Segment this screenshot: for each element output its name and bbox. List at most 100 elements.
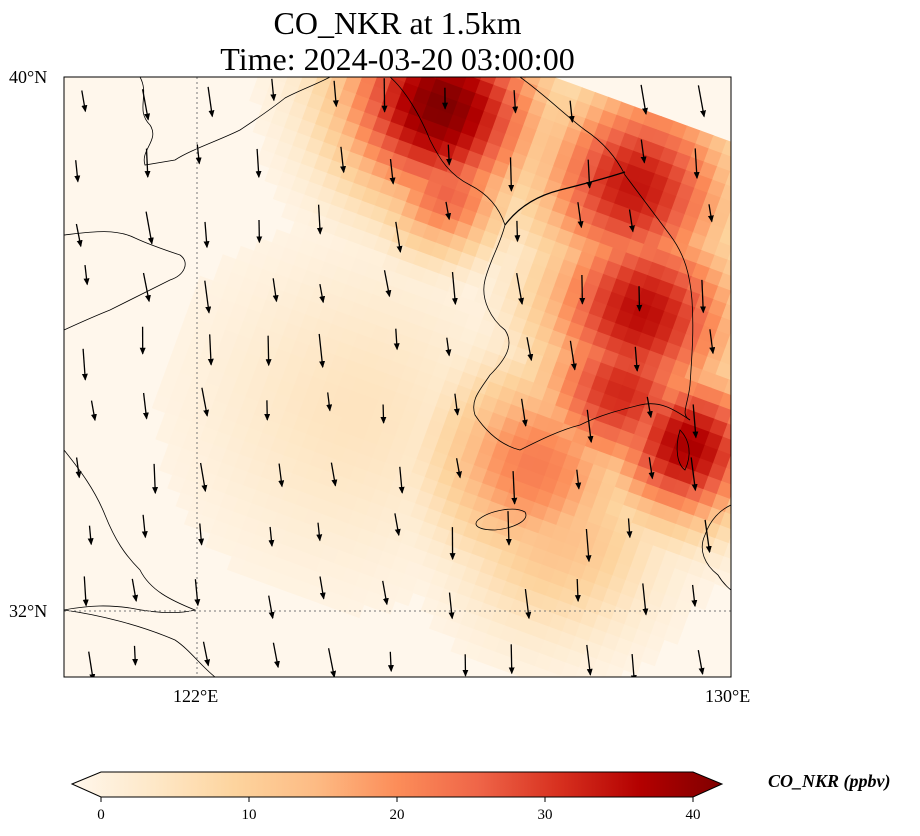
- field-cell: [666, 373, 686, 393]
- field-cell: [451, 429, 472, 449]
- field-cell: [345, 271, 365, 291]
- field-cell: [411, 458, 431, 479]
- wind-arrow: [316, 522, 323, 542]
- field-cell: [513, 138, 533, 158]
- field-cell: [569, 188, 589, 209]
- field-cell: [471, 212, 491, 232]
- field-cell: [506, 77, 526, 96]
- field-cell: [156, 380, 176, 401]
- field-cell: [539, 312, 559, 332]
- field-cell: [534, 489, 554, 509]
- field-cell: [245, 383, 265, 403]
- field-cell: [350, 585, 370, 605]
- field-cell: [601, 304, 621, 325]
- field-cell: [715, 361, 731, 381]
- field-cell: [331, 146, 351, 166]
- field-cell: [339, 328, 359, 348]
- field-cell: [546, 210, 566, 230]
- field-cell: [399, 409, 419, 430]
- field-cell: [588, 627, 608, 648]
- field-cell: [253, 77, 274, 93]
- field-cell: [716, 153, 731, 173]
- field-cell: [540, 595, 560, 615]
- field-cell: [264, 166, 284, 187]
- field-cell: [646, 142, 666, 162]
- field-cell: [494, 638, 514, 658]
- field-cell: [606, 127, 626, 148]
- field-cell: [464, 150, 484, 170]
- field-cell: [405, 188, 425, 208]
- field-cell: [664, 581, 684, 601]
- field-cell: [432, 317, 453, 338]
- field-cell: [569, 516, 589, 536]
- field-cell: [568, 396, 588, 417]
- field-cell: [558, 259, 578, 279]
- field-cell: [634, 540, 655, 560]
- field-cell: [469, 584, 489, 604]
- field-cell: [588, 463, 608, 484]
- field-cell: [313, 482, 333, 503]
- field-cell: [190, 288, 210, 309]
- field-cell: [668, 284, 688, 304]
- field-cell: [648, 381, 668, 401]
- field-cell: [453, 548, 473, 568]
- field-cell: [169, 385, 189, 405]
- field-cell: [563, 82, 583, 102]
- field-cell: [217, 418, 237, 438]
- field-cell: [684, 364, 704, 385]
- field-cell: [217, 254, 237, 274]
- field-cell: [405, 352, 425, 372]
- coastline-china-east: [64, 449, 197, 613]
- field-cell: [687, 395, 707, 416]
- field-cell: [387, 360, 407, 381]
- dmz-border: [504, 171, 626, 226]
- field-cell: [321, 336, 341, 357]
- field-cell: [420, 149, 440, 169]
- field-cell: [326, 487, 346, 507]
- field-cell: [199, 426, 219, 446]
- field-cell: [499, 297, 520, 317]
- field-cell: [412, 578, 432, 598]
- field-cell: [216, 298, 236, 318]
- field-cell: [363, 426, 383, 446]
- field-cell: [361, 351, 381, 371]
- field-cell: [535, 608, 555, 628]
- field-cell: [288, 265, 308, 285]
- coastline-liaodong: [139, 77, 331, 166]
- field-cell: [651, 576, 671, 596]
- field-cell: [571, 428, 591, 448]
- field-cell: [430, 406, 450, 426]
- field-cell: [423, 180, 443, 200]
- field-cell: [659, 147, 679, 167]
- wind-arrow: [203, 221, 210, 249]
- field-cell: [467, 345, 487, 365]
- field-cell: [670, 360, 691, 380]
- wind-arrow: [272, 278, 279, 303]
- wind-vectors: [74, 78, 716, 677]
- wind-arrow: [319, 576, 326, 600]
- field-cell: [200, 382, 221, 402]
- field-cell: [666, 209, 686, 229]
- field-cell: [628, 434, 649, 454]
- field-cell: [702, 192, 722, 212]
- field-cell: [555, 228, 575, 248]
- field-cell: [575, 459, 595, 479]
- field-cell: [737, 220, 756, 239]
- field-cell: [184, 346, 204, 366]
- field-cell: [542, 343, 563, 363]
- field-cell: [354, 289, 374, 309]
- field-cell: [681, 289, 702, 309]
- field-cell: [619, 624, 639, 644]
- field-cell: [490, 160, 510, 180]
- field-cell: [394, 259, 414, 279]
- field-cell: [266, 406, 286, 426]
- wind-arrow: [142, 272, 151, 303]
- field-cell: [340, 448, 360, 468]
- field-cell: [419, 476, 439, 497]
- field-cell: [545, 582, 565, 602]
- field-cell: [530, 457, 551, 478]
- field-cell: [272, 512, 292, 532]
- field-cell: [369, 369, 389, 389]
- field-cell: [205, 369, 225, 389]
- field-cell: [488, 532, 509, 552]
